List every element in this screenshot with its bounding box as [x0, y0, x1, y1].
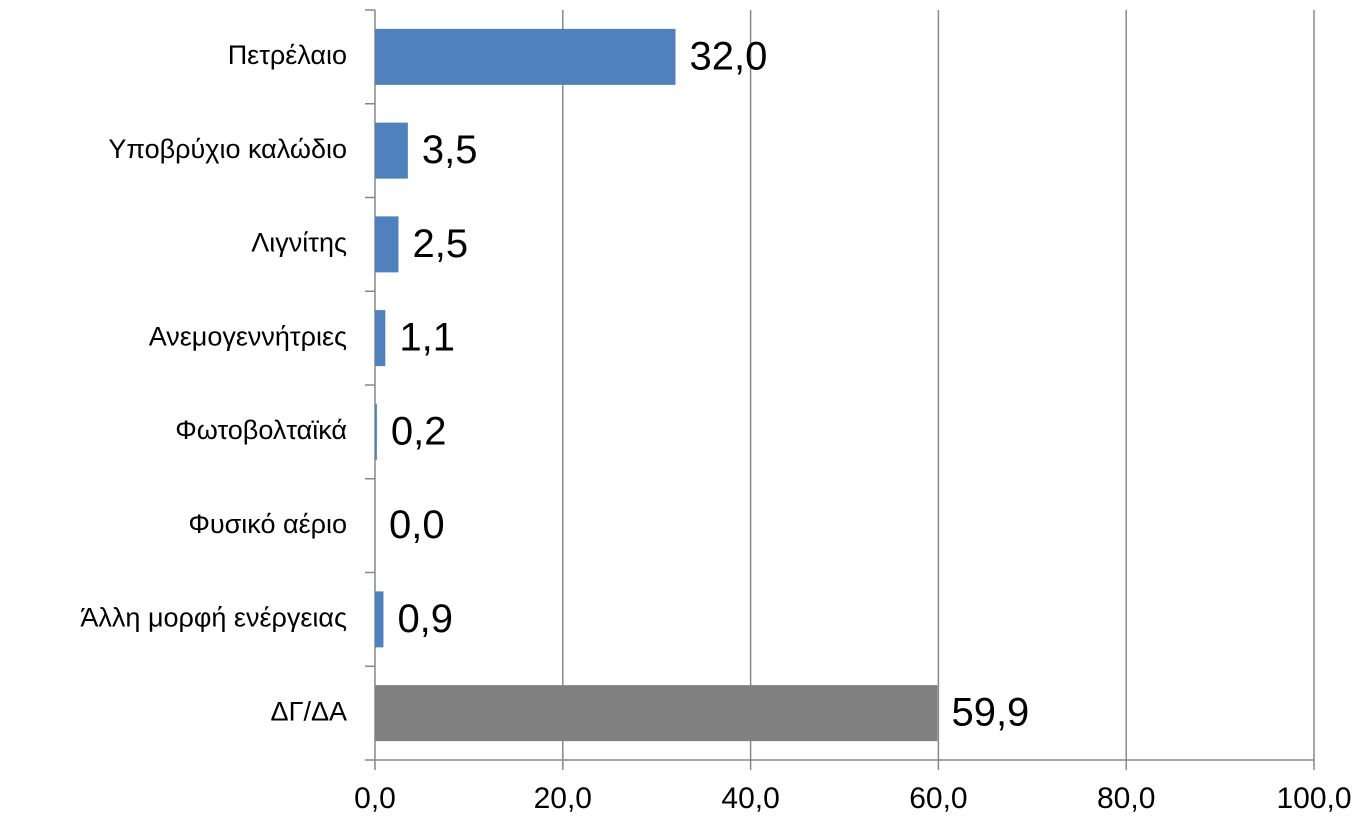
bar	[375, 28, 676, 85]
bar	[375, 591, 384, 648]
bar	[375, 403, 377, 460]
bar	[375, 310, 386, 367]
y-tick-label: ΔΓ/ΔΑ	[271, 696, 347, 726]
bar	[375, 216, 399, 273]
value-label: 59,9	[951, 691, 1029, 735]
y-tick-label: Φωτοβολταϊκά	[175, 415, 347, 445]
value-label: 2,5	[412, 222, 468, 266]
y-tick-label: Άλλη μορφή ενέργειας	[80, 603, 347, 633]
value-label: 0,2	[391, 409, 447, 453]
value-label: 0,9	[397, 597, 453, 641]
value-label: 32,0	[689, 34, 767, 78]
y-tick-label: Πετρέλαιο	[228, 40, 347, 70]
x-tick-label: 100,0	[1276, 782, 1351, 815]
value-label: 3,5	[422, 128, 478, 172]
value-label: 1,1	[399, 316, 455, 360]
x-tick-label: 40,0	[721, 782, 779, 815]
y-tick-label: Φυσικό αέριο	[188, 509, 347, 539]
bar	[375, 122, 408, 179]
y-tick-label: Υποβρύχιο καλώδιο	[108, 134, 347, 164]
value-label: 0,0	[389, 503, 445, 547]
x-tick-label: 0,0	[354, 782, 396, 815]
x-tick-label: 20,0	[534, 782, 592, 815]
x-tick-label: 80,0	[1097, 782, 1155, 815]
y-tick-label: Ανεμογεννήτριες	[149, 321, 347, 351]
x-tick-label: 60,0	[909, 782, 967, 815]
y-tick-label: Λιγνίτης	[251, 228, 347, 258]
bar	[375, 685, 938, 742]
